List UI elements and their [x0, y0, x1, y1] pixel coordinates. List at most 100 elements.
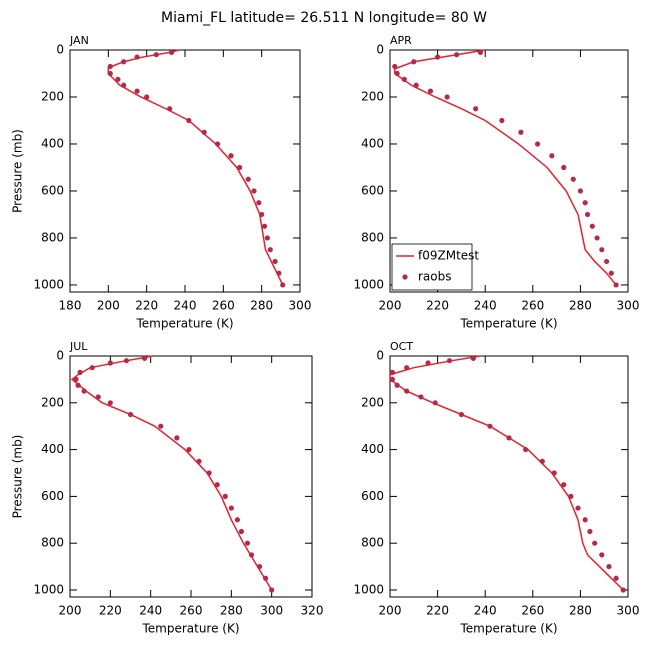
x-tick-label: 240: [174, 299, 197, 313]
y-axis-label: Pressure (mb): [11, 435, 25, 519]
y-tick-label: 0: [376, 43, 384, 57]
y-tick-label: 200: [361, 89, 384, 103]
raob-point: [267, 247, 273, 253]
raob-point: [592, 540, 598, 546]
y-tick-label: 800: [361, 230, 384, 244]
panel-title: JUL: [69, 340, 88, 353]
raob-point: [201, 129, 207, 135]
raob-point: [473, 106, 479, 112]
x-tick-label: 300: [289, 299, 312, 313]
y-tick-label: 1000: [33, 277, 64, 291]
y-tick-label: 800: [361, 536, 384, 550]
raob-point: [244, 540, 251, 546]
raob-point: [413, 82, 419, 88]
x-tick-label: 220: [99, 604, 122, 618]
raob-point: [95, 394, 101, 400]
raob-point: [539, 458, 545, 464]
x-tick-label: 300: [260, 604, 283, 618]
raob-point: [444, 94, 450, 100]
raob-point: [534, 141, 541, 147]
raob-point: [613, 282, 619, 288]
raob-point: [206, 470, 212, 476]
plot-frame: [389, 49, 629, 293]
raob-point: [107, 70, 113, 77]
raob-point: [196, 458, 202, 464]
y-tick-label: 1000: [33, 582, 64, 596]
raob-point: [269, 587, 275, 593]
raob-point: [584, 211, 591, 218]
raob-point: [487, 423, 493, 429]
raob-point: [394, 70, 400, 77]
raob-point: [107, 63, 113, 70]
raob-point: [401, 76, 407, 82]
raob-point: [186, 446, 192, 453]
raob-point: [142, 355, 148, 361]
raob-point: [121, 82, 127, 88]
profile-line: [389, 355, 624, 591]
raob-point: [81, 388, 87, 394]
x-axis-label: Temperature (K): [459, 317, 557, 331]
panel: JUL 200 220 240 260 280 300 320 0 200 400 600 800 100…: [11, 340, 324, 636]
y-tick-label: 1000: [353, 277, 384, 291]
raob-point: [582, 200, 588, 206]
raob-point: [523, 446, 529, 453]
raob-point: [158, 423, 164, 429]
panel: OCT 200 220 240 260 280 300 0 200 400 600 800 1000 Te…: [353, 340, 639, 636]
raob-point: [89, 365, 95, 371]
profile-line: [107, 49, 284, 286]
y-tick-label: 600: [361, 489, 384, 503]
raob-point: [222, 493, 228, 499]
raob-point: [280, 282, 286, 288]
raob-point: [276, 270, 282, 276]
raob-point: [608, 270, 614, 276]
raob-point: [73, 376, 79, 382]
y-tick-label: 600: [361, 183, 384, 197]
x-tick-label: 240: [139, 604, 162, 618]
panel: APR 200 220 240 260 280 300 0 200 400 600 800 1000 Te…: [353, 34, 639, 331]
raob-point: [477, 49, 484, 55]
raob-point: [432, 400, 438, 406]
raob-point: [228, 505, 234, 511]
raob-point: [234, 517, 240, 523]
raob-point: [570, 176, 576, 182]
raob-point: [134, 88, 140, 94]
x-tick-label: 280: [569, 299, 592, 313]
raob-point: [603, 258, 610, 265]
raob-point: [425, 360, 431, 366]
x-tick-label: 200: [97, 299, 120, 313]
y-tick-label: 600: [41, 489, 64, 503]
legend-label: raobs: [418, 270, 452, 284]
raob-point: [613, 575, 619, 581]
raob-point: [272, 258, 278, 265]
y-tick-label: 800: [41, 536, 64, 550]
x-tick-label: 260: [180, 604, 203, 618]
panel-title: OCT: [390, 340, 413, 353]
x-tick-label: 240: [474, 604, 497, 618]
raob-point: [561, 482, 567, 488]
raob-point: [589, 223, 595, 229]
raob-point: [134, 54, 140, 60]
profile-line: [70, 355, 273, 591]
x-tick-label: 300: [617, 299, 640, 313]
raob-point: [582, 517, 588, 523]
raob-point: [259, 211, 265, 218]
y-tick-label: 600: [41, 183, 64, 197]
raob-point: [256, 563, 263, 570]
y-tick-label: 0: [376, 349, 384, 363]
x-tick-label: 180: [59, 299, 82, 313]
y-tick-label: 200: [361, 395, 384, 409]
y-tick-label: 200: [41, 395, 64, 409]
y-tick-label: 400: [41, 136, 64, 150]
x-axis-label: Temperature (K): [135, 317, 233, 331]
raob-point: [506, 435, 512, 441]
plot-frame: [69, 355, 313, 598]
panel: JAN 180 200 220 240 260 280 300 0 200 400 600 800 100…: [11, 34, 312, 331]
y-tick-label: 1000: [353, 582, 384, 596]
raob-point: [153, 52, 159, 58]
raob-point: [499, 117, 505, 124]
raob-point: [263, 575, 269, 581]
x-tick-label: 260: [521, 604, 544, 618]
raob-point: [418, 394, 424, 400]
x-tick-label: 240: [474, 299, 497, 313]
raob-point: [454, 52, 460, 58]
